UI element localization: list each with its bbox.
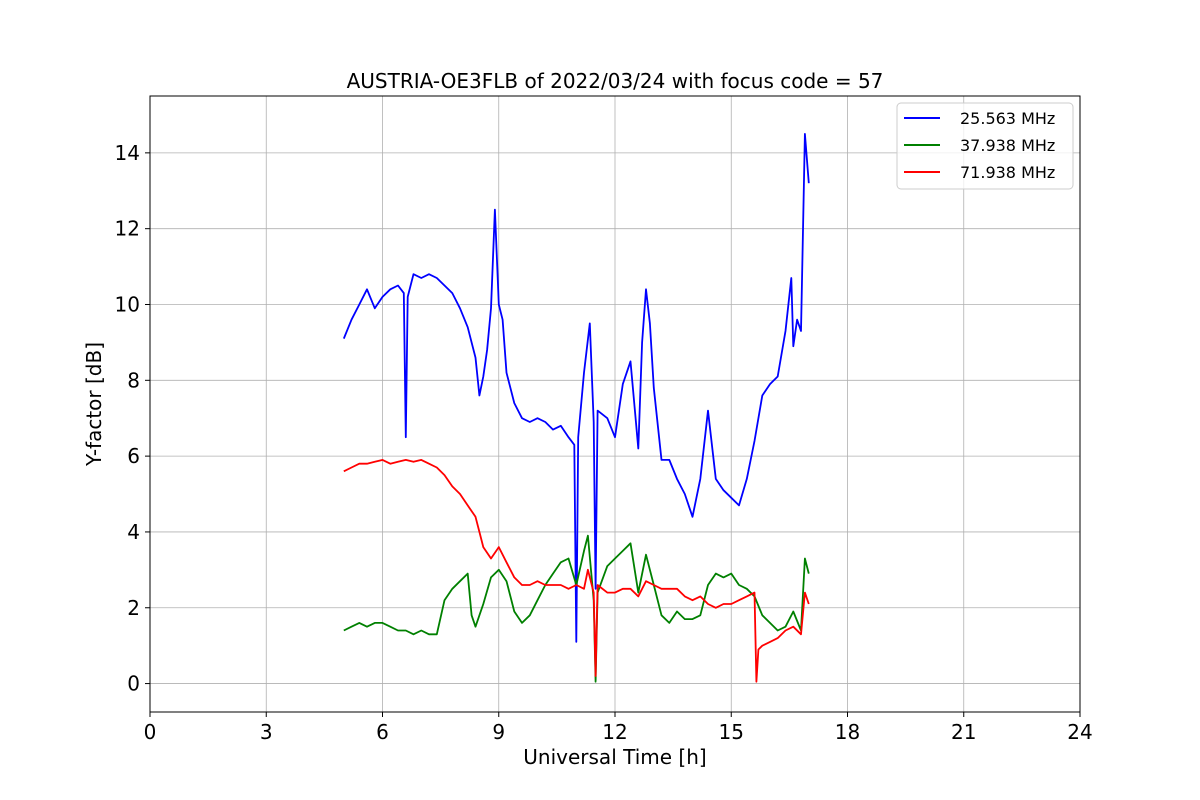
legend-box bbox=[896, 102, 1074, 190]
legend: 25.563 MHz 37.938 MHz 71.938 MHz bbox=[896, 102, 1074, 190]
y-tick-label: 14 bbox=[115, 141, 140, 165]
x-tick-label: 15 bbox=[719, 720, 744, 744]
y-tick-label: 12 bbox=[115, 217, 140, 241]
series-line-2 bbox=[343, 534, 810, 683]
y-tick-label: 0 bbox=[127, 672, 140, 696]
x-tick-label: 6 bbox=[376, 720, 389, 744]
x-tick-label: 0 bbox=[144, 720, 157, 744]
x-axis-ticks: 0 3 6 9 12 15 18 21 24 bbox=[144, 712, 1093, 744]
y-axis-ticks: 0 2 4 6 8 10 12 14 bbox=[115, 141, 150, 696]
y-tick-label: 2 bbox=[127, 596, 140, 620]
x-tick-label: 9 bbox=[492, 720, 505, 744]
legend-label: 71.938 MHz bbox=[960, 163, 1055, 182]
y-tick-label: 4 bbox=[127, 520, 140, 544]
x-tick-label: 24 bbox=[1067, 720, 1092, 744]
chart-title: AUSTRIA-OE3FLB of 2022/03/24 with focus … bbox=[347, 69, 884, 93]
legend-label: 25.563 MHz bbox=[960, 109, 1055, 128]
x-tick-label: 21 bbox=[951, 720, 976, 744]
y-axis-label: Y-factor [dB] bbox=[82, 342, 106, 467]
series-line-1 bbox=[342, 132, 810, 643]
x-tick-label: 3 bbox=[260, 720, 273, 744]
x-axis-label: Universal Time [h] bbox=[523, 745, 706, 769]
series-layer bbox=[342, 132, 810, 683]
x-tick-label: 12 bbox=[602, 720, 627, 744]
y-tick-label: 6 bbox=[127, 444, 140, 468]
legend-label: 37.938 MHz bbox=[960, 136, 1055, 155]
x-tick-label: 18 bbox=[835, 720, 860, 744]
y-tick-label: 10 bbox=[115, 292, 140, 316]
series-line-3 bbox=[343, 458, 810, 683]
y-tick-label: 8 bbox=[127, 368, 140, 392]
